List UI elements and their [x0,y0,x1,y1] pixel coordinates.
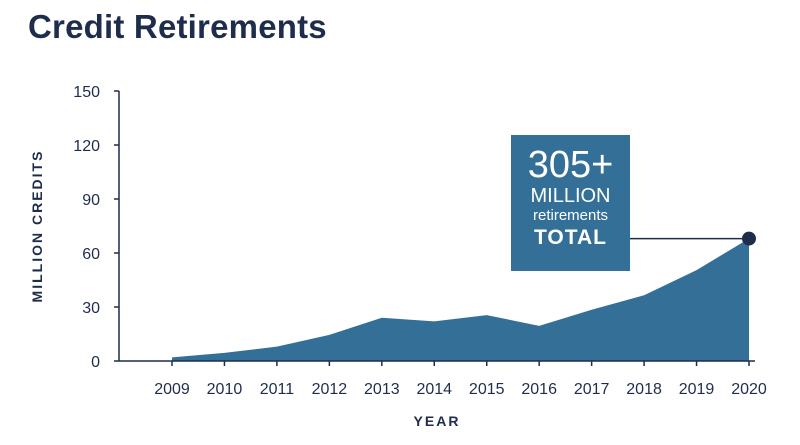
x-tick-label: 2011 [260,381,295,398]
x-tick-label: 2016 [521,381,557,398]
callout-amount: 305+ [527,144,614,186]
y-tick-label: 90 [82,192,100,209]
y-tick-label: 120 [73,138,100,155]
x-tick-label: 2019 [679,381,715,398]
y-tick-label: 0 [91,354,100,371]
total-callout-box: 305+ MILLION retirements TOTAL [511,135,630,271]
x-tick-label: 2015 [469,381,505,398]
callout-total: TOTAL [533,226,608,249]
highlight-point [742,231,756,246]
x-tick-label: 2017 [574,381,610,398]
area-series [172,238,749,361]
callout-label: retirements [532,207,609,224]
y-tick-label: 30 [82,300,100,317]
y-tick-label: 150 [73,84,100,101]
x-tick-label: 2013 [364,381,400,398]
y-axis-title: MILLION CREDITS [29,150,45,303]
x-tick-label: 2018 [626,381,662,398]
x-tick-label: 2010 [207,381,243,398]
x-axis-title: YEAR [414,413,461,429]
x-tick-label: 2009 [154,381,190,398]
x-tick-label: 2014 [416,381,452,398]
callout-unit: MILLION [530,185,611,207]
chart-title: Credit Retirements [28,8,327,45]
y-tick-label: 60 [82,246,100,263]
x-tick-label: 2020 [731,381,767,398]
x-tick-label: 2012 [312,381,348,398]
